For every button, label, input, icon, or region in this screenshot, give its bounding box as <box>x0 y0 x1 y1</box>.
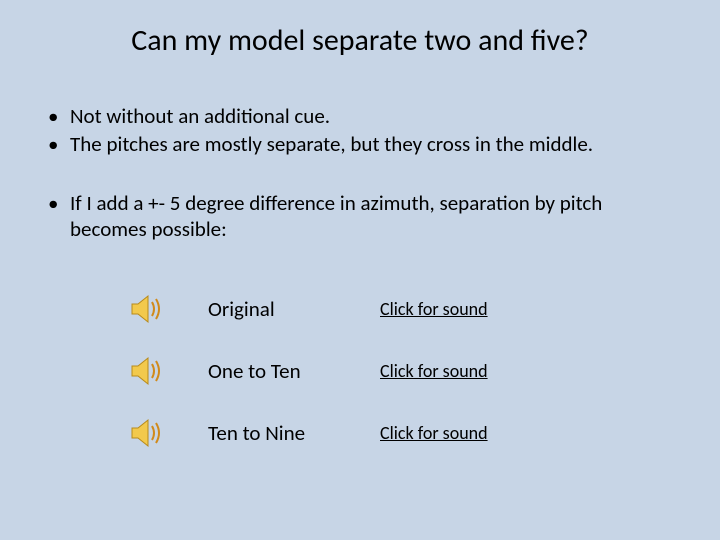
sound-row: Original Click for sound <box>130 278 720 340</box>
speaker-icon[interactable] <box>130 418 164 448</box>
sound-label: Original <box>208 296 380 322</box>
sound-row: Ten to Nine Click for sound <box>130 402 720 464</box>
sound-label: Ten to Nine <box>208 420 380 446</box>
bullet-list: Not without an additional cue. The pitch… <box>0 103 720 242</box>
sound-row: One to Ten Click for sound <box>130 340 720 402</box>
sound-link[interactable]: Click for sound <box>380 422 488 444</box>
sound-label: One to Ten <box>208 358 380 384</box>
bullet-item: If I add a +- 5 degree difference in azi… <box>48 190 680 243</box>
sound-link[interactable]: Click for sound <box>380 298 488 320</box>
speaker-icon[interactable] <box>130 356 164 386</box>
slide-title: Can my model separate two and five? <box>0 0 720 59</box>
speaker-icon[interactable] <box>130 294 164 324</box>
sound-link[interactable]: Click for sound <box>380 360 488 382</box>
bullet-item: The pitches are mostly separate, but the… <box>48 131 680 157</box>
sound-table: Original Click for sound One to Ten Clic… <box>0 278 720 464</box>
bullet-item: Not without an additional cue. <box>48 103 680 129</box>
